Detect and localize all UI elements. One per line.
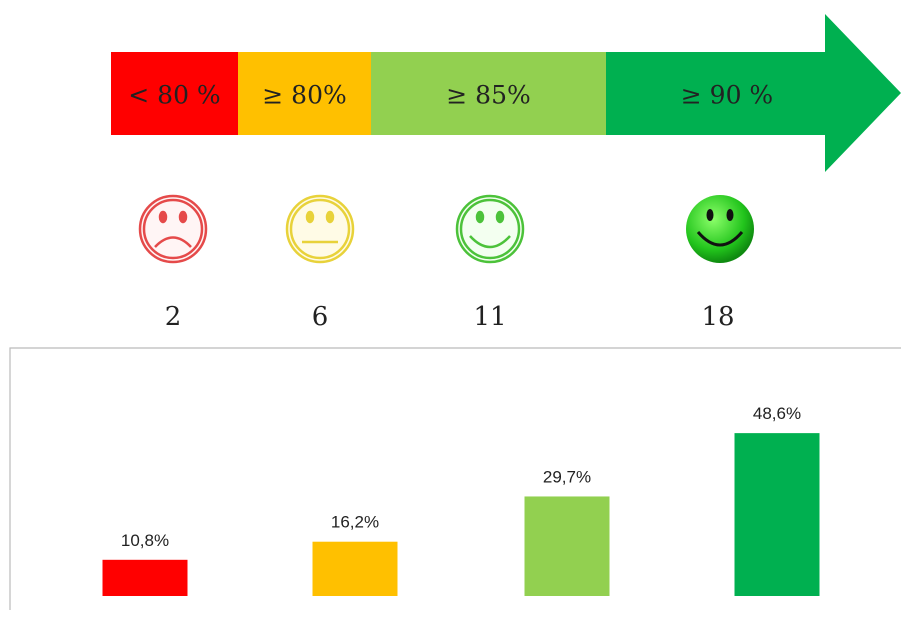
band-label: ≥ 90 % — [681, 81, 773, 110]
count: 18 — [701, 302, 734, 332]
count: 11 — [473, 302, 506, 332]
bar — [102, 559, 188, 596]
count: 6 — [312, 302, 329, 332]
arrow-band — [371, 52, 606, 135]
value-label: 10,8% — [121, 531, 169, 550]
chart-frame — [9, 347, 901, 610]
sad-face — [138, 194, 208, 264]
band-label: < 80 % — [128, 81, 220, 110]
very-happy-face — [686, 195, 754, 263]
value-label: 48,6% — [753, 404, 801, 423]
neutral-face — [285, 194, 355, 264]
bar — [734, 433, 820, 596]
value-label: 29,7% — [543, 467, 591, 486]
happy-face — [455, 194, 525, 264]
count: 2 — [165, 302, 182, 332]
bar — [524, 496, 610, 596]
value-label: 16,2% — [331, 513, 379, 532]
faces — [138, 194, 754, 264]
band-label: ≥ 80% — [262, 81, 346, 110]
arrow-band — [111, 52, 238, 135]
bar — [312, 541, 398, 596]
arrow-band — [238, 52, 371, 135]
arrow-band — [606, 14, 901, 172]
band-label: ≥ 85% — [446, 81, 530, 110]
